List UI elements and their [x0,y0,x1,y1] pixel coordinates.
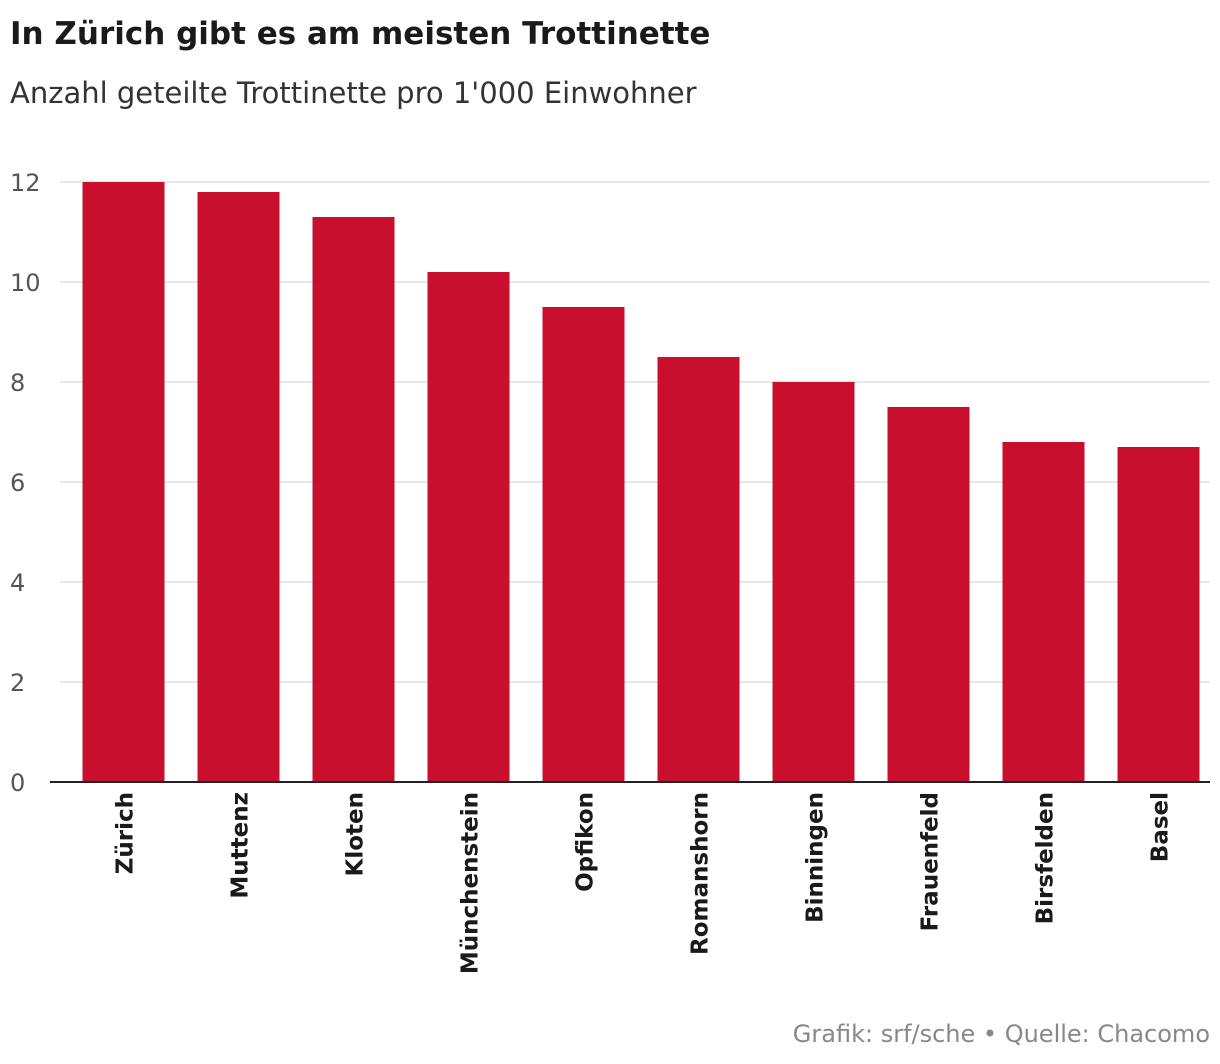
bar [887,407,970,782]
bar [427,272,510,782]
x-tick-label: Opfikon [573,792,599,892]
y-tick-label: 6 [10,469,25,497]
x-tick-label: Binningen [803,792,829,923]
bar [1117,447,1200,782]
x-tick-label: Münchenstein [458,792,484,974]
bar [1002,442,1085,782]
y-tick-label: 8 [10,369,25,397]
x-tick-label: Kloten [343,792,369,876]
bar [772,382,855,782]
chart-subtitle: Anzahl geteilte Trottinette pro 1'000 Ei… [10,76,697,110]
source-credit: Grafik: srf/sche • Quelle: Chacomo [792,1020,1210,1048]
bar-chart: 0 2 4 6 8 10 12 Zürich Muttenz Kloten Münchenstein… [10,169,1210,974]
x-tick-label: Basel [1148,792,1174,862]
bar [542,307,625,782]
y-tick-label: 4 [10,569,25,597]
y-tick-label: 2 [10,669,25,697]
x-tick-label: Muttenz [228,792,254,899]
y-tick-label: 10 [10,269,41,297]
chart-title: In Zürich gibt es am meisten Trottinette [10,16,711,52]
bar [657,357,740,782]
bar [197,192,280,782]
y-tick-label: 0 [10,769,25,797]
bar [82,182,165,782]
bar [312,217,395,782]
x-tick-label: Romanshorn [688,792,714,955]
x-tick-label: Zürich [113,792,139,874]
x-tick-label: Birsfelden [1033,792,1059,924]
y-tick-label: 12 [10,169,41,197]
x-tick-label: Frauenfeld [918,792,944,931]
